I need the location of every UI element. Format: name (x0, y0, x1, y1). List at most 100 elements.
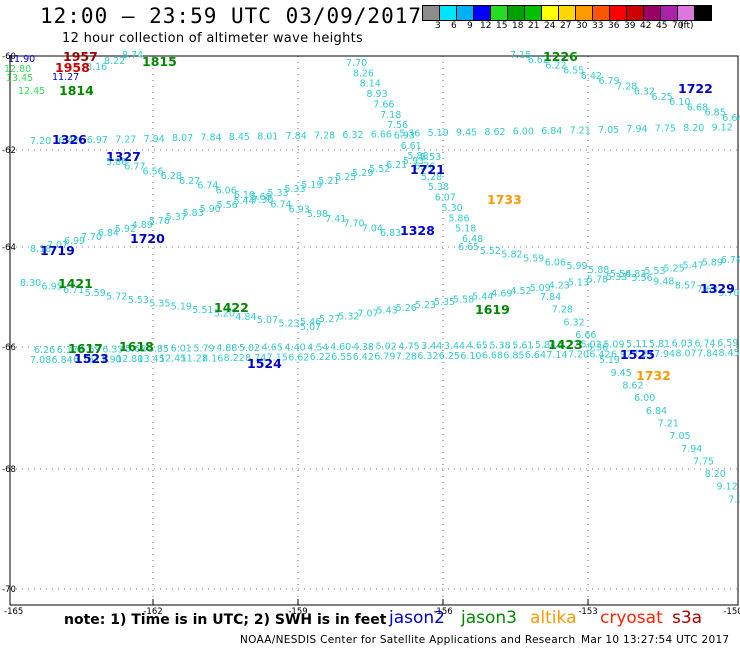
satellite-tracks: 11.9012.8013.4512.4511.278.168.228.74195… (4, 49, 740, 505)
scale-label: 45 (656, 21, 668, 31)
swh-value: 5.88 (407, 151, 428, 162)
swh-value: 6.32 (417, 351, 438, 362)
swh-value: 8.16 (86, 62, 107, 73)
swh-value: 5.78 (587, 275, 608, 286)
swh-value: 7.75 (655, 124, 676, 135)
swh-value: 5.21 (318, 176, 339, 187)
swh-value: 8.07 (675, 349, 696, 360)
swh-value: 7.27 (115, 134, 136, 145)
swh-value: 8.22 (224, 353, 245, 364)
scale-label: 15 (496, 21, 508, 31)
swh-value: 6.83 (380, 228, 401, 239)
scale-label: 42 (640, 21, 652, 31)
wave-height-color-scale (422, 5, 712, 21)
swh-value: 7.56 (387, 120, 408, 131)
swh-value: 9.70 (718, 288, 739, 299)
swh-value: 5.61 (512, 340, 533, 351)
swh-value: 6.25 (439, 351, 460, 362)
scale-swatch (423, 6, 440, 20)
lat-tick-label: -66 (2, 343, 16, 353)
swh-value: 6.84 (52, 355, 73, 366)
lon-tick-label: -165 (4, 607, 23, 617)
swh-value: 7.15 (510, 50, 531, 61)
pass-time-label: 1719 (40, 243, 75, 258)
scale-swatch (474, 6, 491, 20)
swh-value: 5.33 (284, 184, 305, 195)
pass-time-label: 1618 (119, 339, 154, 354)
swh-value: 6.68 (687, 102, 708, 113)
pass-time-label: 1523 (74, 351, 109, 366)
pass-time-label: 1525 (620, 347, 655, 362)
scale-label: 21 (528, 21, 540, 31)
swh-value: 5.07 (300, 322, 321, 333)
swh-value: 8.74 (122, 50, 143, 61)
swh-value: 7.30 (252, 195, 273, 206)
scale-swatch (508, 6, 525, 20)
swh-value: 6.10 (669, 97, 690, 108)
swh-value: 6.62 (288, 352, 309, 363)
swh-value: 5.68 (250, 192, 271, 203)
scale-swatch (661, 6, 678, 20)
swh-value: 5.85 (148, 344, 169, 355)
pass-time-label: 1326 (52, 132, 87, 147)
swh-value: 6.07 (435, 193, 456, 204)
swh-value: 5.02 (239, 343, 260, 354)
swh-value: 5.38 (428, 182, 449, 193)
swh-value: 4.83 (625, 269, 646, 280)
swh-value: 5.32 (338, 311, 359, 322)
swh-value: 5.98 (307, 209, 328, 220)
scale-swatch (593, 6, 610, 20)
map-frame (9, 55, 739, 606)
swh-value: 6.55 (331, 352, 352, 363)
swh-value: 5.99 (566, 261, 587, 272)
swh-value: 5.72 (106, 292, 127, 303)
pass-time-label: 1329 (700, 281, 735, 296)
swh-value: 7.07 (47, 240, 68, 251)
lat-tick-label: -62 (2, 146, 16, 156)
swh-value: 7.70 (81, 232, 102, 243)
swh-value: 6.42 (58, 135, 79, 146)
swh-value: 4.52 (510, 286, 531, 297)
swh-value: 6.01 (171, 344, 192, 355)
swh-value: 6.68 (482, 351, 503, 362)
swh-value: 8.20 (705, 469, 726, 480)
swh-value: 7.15 (267, 353, 288, 364)
swh-value: 6.10 (460, 351, 481, 362)
swh-value: 5.84 (535, 340, 556, 351)
swh-value: 6.55 (563, 66, 584, 77)
scale-label: 3 (435, 21, 441, 31)
swh-value: 5.52 (369, 164, 390, 175)
swh-value: 6.27 (179, 176, 200, 187)
swh-value: 5.02 (581, 340, 602, 351)
swh-value: 7.14 (546, 350, 567, 361)
swh-value: 6.85 (705, 108, 726, 119)
pass-time-label: 1327 (106, 149, 141, 164)
lon-tick-label: -162 (143, 607, 162, 617)
swh-value: 6.61 (401, 141, 422, 152)
swh-value: 7.94 (681, 444, 702, 455)
swh-value: 6.79 (598, 76, 619, 87)
swh-value: 5.68 (125, 344, 146, 355)
swh-value: 5.33 (606, 272, 627, 283)
pass-time-label: 1732 (636, 368, 671, 383)
swh-value: 11.90 (95, 354, 122, 365)
pass-time-label: 1720 (130, 231, 165, 246)
swh-value: 5.43 (377, 306, 398, 317)
swh-value: 4.84 (235, 312, 256, 323)
pass-time-label: 1422 (214, 300, 249, 315)
swh-value: 7.08 (30, 355, 51, 366)
swh-value: 8.57 (675, 280, 696, 291)
swh-value: 8.45 (718, 348, 739, 359)
swh-value: 5.35 (434, 297, 455, 308)
scale-label: 27 (560, 21, 572, 31)
scale-swatch (576, 6, 593, 20)
swh-value: 6.10 (234, 190, 255, 201)
swh-value: 6.93 (394, 130, 415, 141)
swh-value: 6.17 (57, 345, 78, 356)
swh-value: 5.52 (480, 246, 501, 257)
scale-label: 36 (608, 21, 620, 31)
swh-value: 8.01 (257, 132, 278, 143)
swh-value: 7.94 (144, 134, 165, 145)
swh-value: 5.56 (632, 273, 653, 284)
